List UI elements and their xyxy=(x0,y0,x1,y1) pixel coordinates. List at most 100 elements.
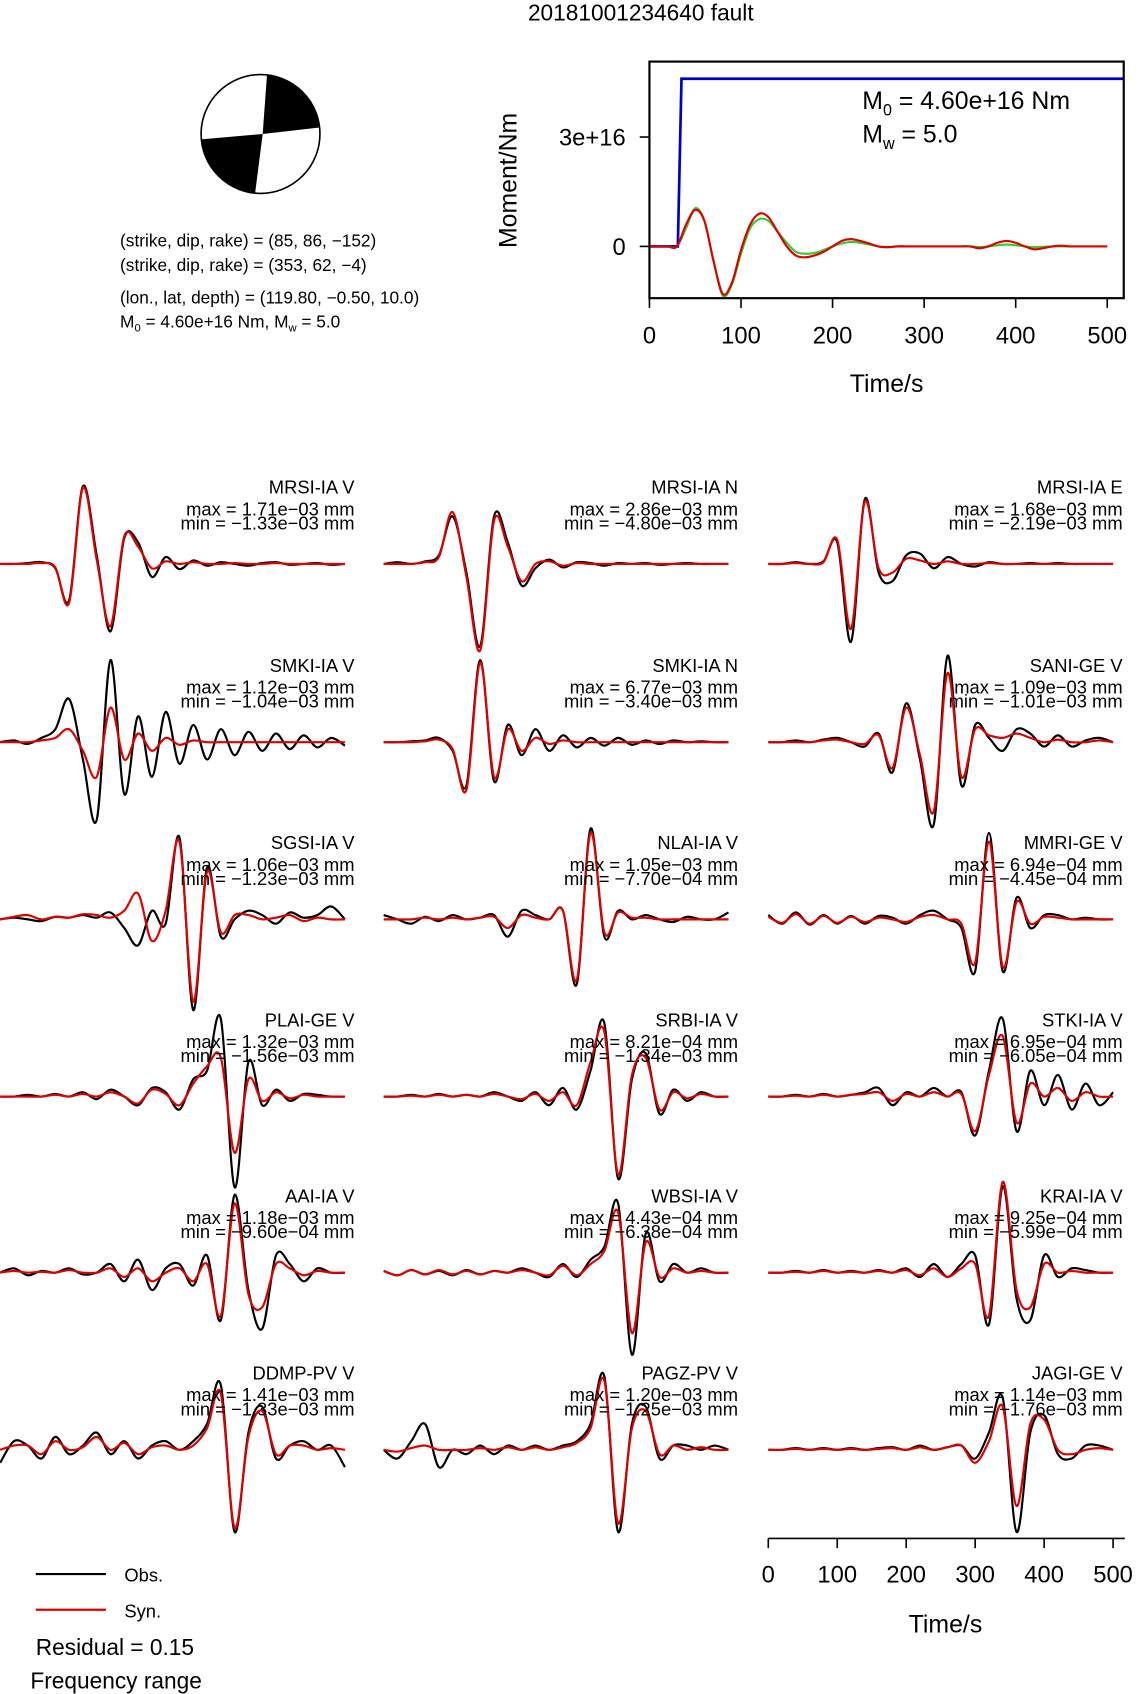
min-label: min = −7.70e−04 mm xyxy=(564,868,738,889)
y-tick-label: 3e+16 xyxy=(559,125,626,152)
y-tick-label: 0 xyxy=(612,234,625,261)
station-label: MRSI-IA V xyxy=(269,477,355,498)
x-tick-label: 0 xyxy=(643,323,656,350)
info-line: (lon., lat, depth) = (119.80, −0.50, 10.… xyxy=(120,288,419,308)
max-label: max = 9.25e−04 mm xyxy=(954,1207,1122,1228)
max-label: max = 4.43e−04 mm xyxy=(570,1207,738,1228)
legend-label: Obs. xyxy=(124,1565,163,1586)
max-label: max = 1.18e−03 mm xyxy=(186,1207,354,1228)
y-axis-label: Moment/Nm xyxy=(496,113,523,248)
x-axis-label: Time/s xyxy=(850,371,924,398)
station-label: PLAI-GE V xyxy=(265,1009,356,1030)
min-label: min = −6.05e−04 mm xyxy=(949,1045,1123,1066)
max-label: max = 1.71e−03 mm xyxy=(186,498,354,519)
min-label: min = −1.34e−03 mm xyxy=(564,1045,738,1066)
text-part: M xyxy=(120,311,134,331)
x-tick-label: 200 xyxy=(886,1562,926,1589)
synthetic-trace xyxy=(767,840,1114,969)
max-label: max = 6.77e−03 mm xyxy=(570,677,738,698)
subscript: w xyxy=(288,323,298,335)
min-label: min = −1.23e−03 mm xyxy=(180,868,354,889)
station-label: SRBI-IA V xyxy=(655,1009,738,1030)
synthetic-trace xyxy=(383,510,729,653)
plot-frame xyxy=(648,60,1125,300)
min-label: min = −9.60e−04 mm xyxy=(180,1221,354,1242)
station-label: SGSI-IA V xyxy=(271,832,355,853)
max-label: max = 1.12e−03 mm xyxy=(186,677,354,698)
min-label: min = −1.56e−03 mm xyxy=(180,1045,354,1066)
min-label: min = −4.80e−03 mm xyxy=(564,512,738,533)
synthetic-trace xyxy=(0,838,345,1003)
max-label: max = 6.95e−04 mm xyxy=(954,1031,1122,1052)
x-tick-label: 500 xyxy=(1087,323,1127,350)
max-label: max = 6.94e−04 mm xyxy=(954,854,1122,875)
synthetic-trace xyxy=(768,1033,1114,1133)
synthetic-trace xyxy=(0,1202,345,1319)
x-tick-label: 100 xyxy=(721,323,761,350)
synthetic-trace xyxy=(0,706,345,780)
x-tick-label: 0 xyxy=(762,1562,775,1589)
max-label: max = 1.09e−03 mm xyxy=(954,677,1122,698)
info-line: (strike, dip, rake) = (353, 62, −4) xyxy=(120,255,367,275)
legend-label: Syn. xyxy=(124,1600,161,1621)
station-label: MRSI-IA N xyxy=(651,477,738,498)
station-label: SMKI-IA V xyxy=(270,655,355,676)
max-label: max = 1.14e−03 mm xyxy=(954,1384,1122,1405)
max-label: max = 1.68e−03 mm xyxy=(954,498,1122,519)
subscript: w xyxy=(882,135,895,153)
synthetic-trace xyxy=(383,1208,729,1335)
text-part: M xyxy=(862,122,883,149)
synthetic-trace xyxy=(383,1376,729,1525)
text-part: M xyxy=(862,88,883,115)
synthetic-trace xyxy=(383,1025,729,1176)
synthetic-trace xyxy=(768,499,1114,630)
synthetic-trace xyxy=(383,661,729,794)
observed-trace xyxy=(383,1371,729,1534)
moment-line: M0 = 4.60e+16 Nm, Mw = 5.0 xyxy=(120,311,340,334)
synthetic-trace xyxy=(0,1389,346,1529)
synthetic-trace xyxy=(0,486,345,628)
figure-title: 20181001234640 fault xyxy=(528,0,754,26)
annotation: Frequency range xyxy=(30,1668,201,1694)
min-label: min = −2.19e−03 mm xyxy=(949,512,1123,533)
x-tick-label: 400 xyxy=(1024,1562,1064,1589)
station-label: SMKI-IA N xyxy=(652,655,738,676)
max-label: max = 1.41e−03 mm xyxy=(186,1384,354,1405)
text-part: = 5.0 xyxy=(895,122,958,149)
x-tick-label: 500 xyxy=(1093,1562,1133,1589)
min-label: min = −1.33e−03 mm xyxy=(180,1398,354,1419)
max-label: max = 1.20e−03 mm xyxy=(570,1384,738,1405)
station-label: AAI-IA V xyxy=(285,1185,355,1206)
annotation: Mw = 5.0 xyxy=(862,122,957,153)
station-label: KRAI-IA V xyxy=(1040,1185,1123,1206)
x-tick-label: 100 xyxy=(817,1562,857,1589)
synthetic-trace xyxy=(768,1403,1114,1508)
station-label: DDMP-PV V xyxy=(252,1363,355,1384)
text-part: = 4.60e+16 Nm, M xyxy=(141,311,289,331)
x-tick-label: 300 xyxy=(904,323,944,350)
annotation: Residual = 0.15 xyxy=(36,1634,194,1660)
max-label: max = 1.32e−03 mm xyxy=(186,1031,354,1052)
station-label: NLAI-IA V xyxy=(657,832,738,853)
beachball xyxy=(200,73,321,195)
min-label: min = −1.04e−03 mm xyxy=(180,691,354,712)
min-label: min = −1.01e−03 mm xyxy=(949,691,1123,712)
max-label: max = 8.21e−04 mm xyxy=(570,1031,738,1052)
station-label: SANI-GE V xyxy=(1030,655,1124,676)
x-tick-label: 200 xyxy=(813,323,853,350)
station-label: WBSI-IA V xyxy=(651,1185,738,1206)
synthetic-trace xyxy=(0,1051,345,1154)
annotation: M0 = 4.60e+16 Nm xyxy=(862,88,1070,119)
min-label: min = −1.76e−03 mm xyxy=(949,1398,1123,1419)
max-label: max = 1.05e−03 mm xyxy=(570,854,738,875)
synthetic-trace xyxy=(768,1180,1114,1320)
min-label: min = −1.25e−03 mm xyxy=(564,1398,738,1419)
min-label: min = −1.33e−03 mm xyxy=(180,512,354,533)
station-label: STKI-IA V xyxy=(1042,1009,1123,1030)
min-label: min = −5.99e−04 mm xyxy=(949,1221,1123,1242)
station-label: JAGI-GE V xyxy=(1032,1363,1124,1384)
min-label: min = −3.40e−03 mm xyxy=(564,691,738,712)
x-tick-label: 400 xyxy=(996,323,1036,350)
min-label: min = −4.45e−04 mm xyxy=(949,868,1123,889)
